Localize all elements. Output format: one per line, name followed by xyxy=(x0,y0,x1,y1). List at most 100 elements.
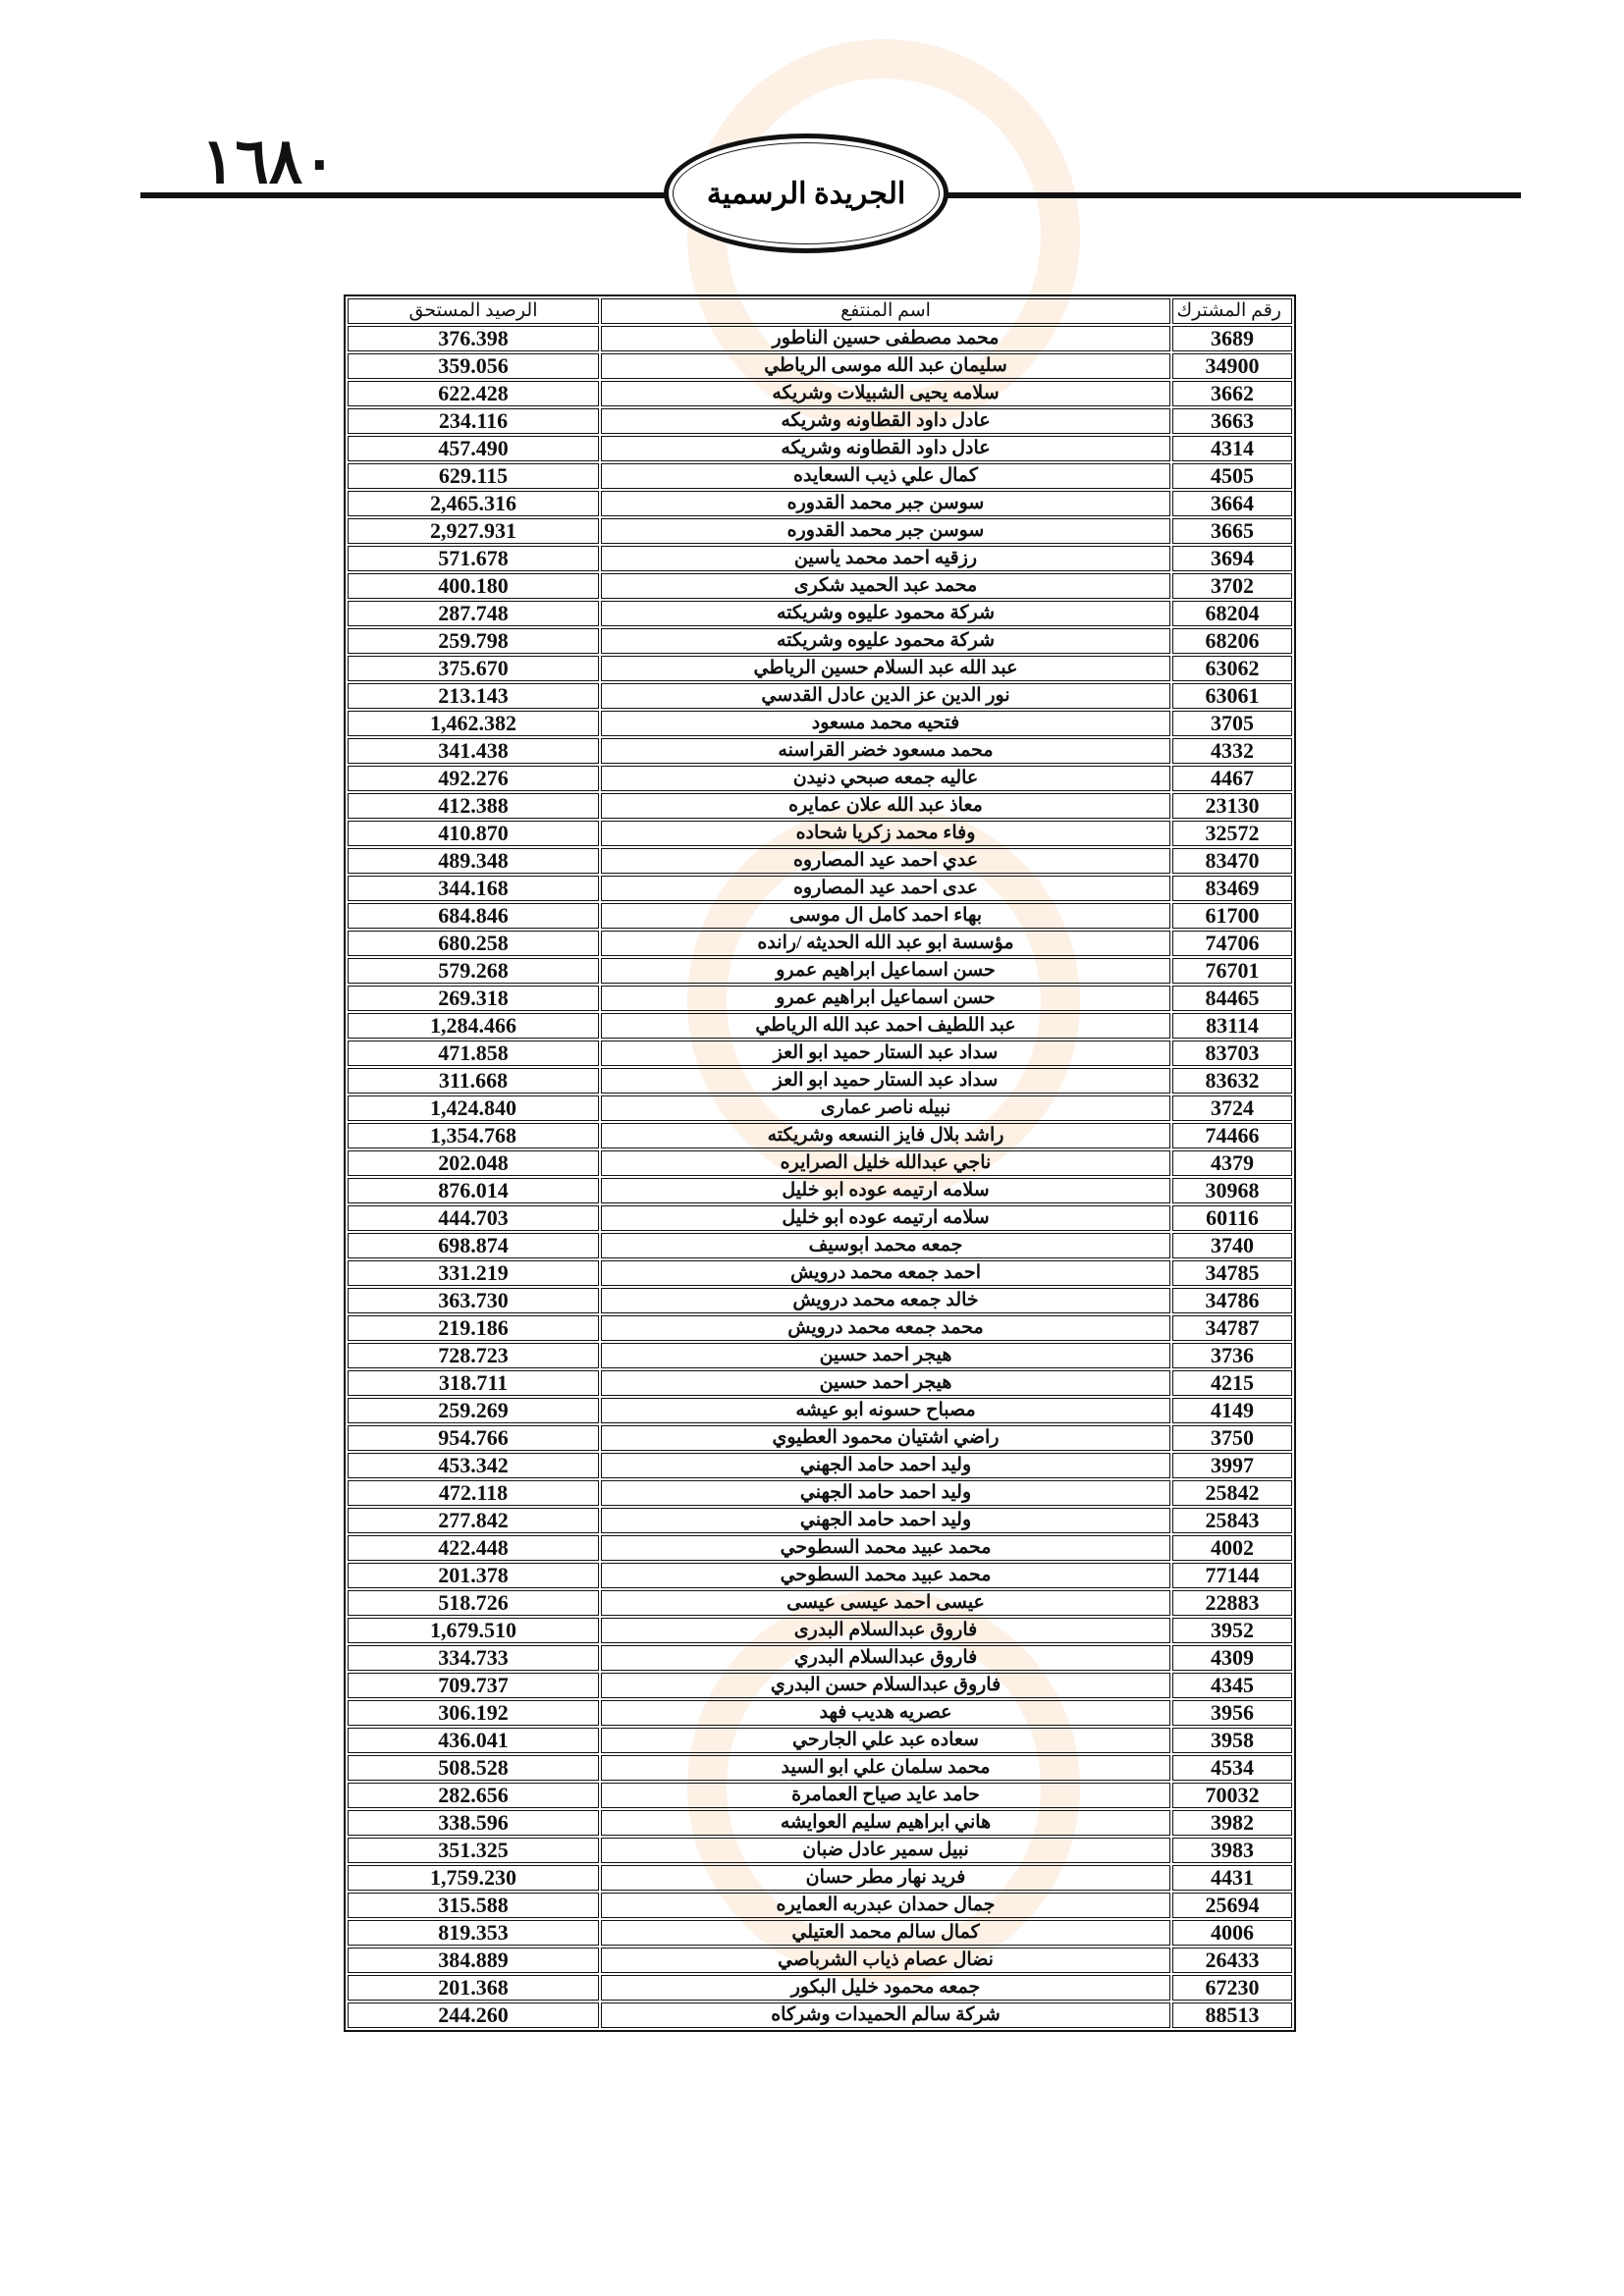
column-header-subscriber-number: رقم المشترك xyxy=(1172,298,1292,324)
subscriber-number-cell: 83114 xyxy=(1172,1013,1292,1039)
table-row: 60116 سلامه ارتيمه عوده ابو خليل 444.703 xyxy=(348,1205,1292,1231)
subscriber-number-cell: 25842 xyxy=(1172,1480,1292,1506)
subscriber-number-cell: 3736 xyxy=(1172,1343,1292,1368)
balance-due-cell: 244.260 xyxy=(348,2002,599,2028)
balance-due-cell: 363.730 xyxy=(348,1288,599,1313)
beneficiary-name-cell: عيسى احمد عيسى عيسى xyxy=(601,1590,1170,1616)
gazette-title: الجريدة الرسمية xyxy=(706,177,906,210)
balance-due-cell: 954.766 xyxy=(348,1425,599,1451)
subscriber-number-cell: 3956 xyxy=(1172,1700,1292,1726)
balance-due-cell: 489.348 xyxy=(348,848,599,874)
table-row: 34785 احمد جمعه محمد درويش 331.219 xyxy=(348,1260,1292,1286)
beneficiary-name-cell: عادل داود القطاونه وشريكه xyxy=(601,408,1170,434)
beneficiary-name-cell: عادل داود القطاونه وشريكه xyxy=(601,436,1170,461)
table-row: 4314 عادل داود القطاونه وشريكه 457.490 xyxy=(348,436,1292,461)
table-row: 4379 ناجي عبدالله خليل الصرايره 202.048 xyxy=(348,1150,1292,1176)
table-row: 34787 محمد جمعه محمد درويش 219.186 xyxy=(348,1315,1292,1341)
beneficiary-name-cell: فاروق عبدالسلام البدرى xyxy=(601,1618,1170,1643)
balance-due-cell: 259.798 xyxy=(348,628,599,654)
subscriber-number-cell: 3983 xyxy=(1172,1838,1292,1863)
balance-due-cell: 213.143 xyxy=(348,683,599,709)
table-row: 4534 محمد سلمان علي ابو السيد 508.528 xyxy=(348,1755,1292,1781)
table-row: 3952 فاروق عبدالسلام البدرى 1,679.510 xyxy=(348,1618,1292,1643)
table-row: 83703 سداد عبد الستار حميد ابو العز 471.85… xyxy=(348,1041,1292,1066)
table-row: 3702 محمد عبد الحميد شكرى 400.180 xyxy=(348,573,1292,599)
beneficiary-name-cell: عصريه هديب فهد xyxy=(601,1700,1170,1726)
table-row: 3705 فتحيه محمد مسعود 1,462.382 xyxy=(348,711,1292,736)
balance-due-cell: 1,424.840 xyxy=(348,1095,599,1121)
table-row: 4431 فريد نهار مطر حسان 1,759.230 xyxy=(348,1865,1292,1891)
subscriber-number-cell: 4467 xyxy=(1172,766,1292,791)
balance-due-cell: 201.368 xyxy=(348,1975,599,2001)
balance-due-cell: 492.276 xyxy=(348,766,599,791)
subscriber-number-cell: 32572 xyxy=(1172,821,1292,846)
table-header-row: رقم المشترك اسم المنتفع الرصيد المستحق xyxy=(348,298,1292,324)
beneficiary-name-cell: جمعه محمد ابوسيف xyxy=(601,1233,1170,1258)
beneficiary-name-cell: حسن اسماعيل ابراهيم عمرو xyxy=(601,986,1170,1011)
column-header-beneficiary-name: اسم المنتفع xyxy=(601,298,1170,324)
table-row: 32572 وفاء محمد زكريا شحاده 410.870 xyxy=(348,821,1292,846)
subscriber-number-cell: 74706 xyxy=(1172,931,1292,956)
balance-due-cell: 359.056 xyxy=(348,353,599,379)
balance-due-cell: 1,462.382 xyxy=(348,711,599,736)
balance-due-cell: 472.118 xyxy=(348,1480,599,1506)
balance-due-cell: 876.014 xyxy=(348,1178,599,1203)
table-row: 4332 محمد مسعود خضر القراسنه 341.438 xyxy=(348,738,1292,764)
balance-due-cell: 579.268 xyxy=(348,958,599,984)
subscriber-number-cell: 34786 xyxy=(1172,1288,1292,1313)
subscriber-number-cell: 4002 xyxy=(1172,1535,1292,1561)
gazette-title-oval: الجريدة الرسمية xyxy=(664,133,948,253)
beneficiary-name-cell: فاروق عبدالسلام حسن البدري xyxy=(601,1673,1170,1698)
subscriber-number-cell: 83469 xyxy=(1172,876,1292,901)
table-row: 83469 عدى احمد عيد المصاروه 344.168 xyxy=(348,876,1292,901)
table-row: 67230 جمعه محمود خليل البكور 201.368 xyxy=(348,1975,1292,2001)
table-row: 3982 هاني ابراهيم سليم العوايشه 338.596 xyxy=(348,1810,1292,1836)
beneficiary-name-cell: هيجر احمد حسين xyxy=(601,1343,1170,1368)
table-row: 4467 عاليه جمعه صبحي دنيدن 492.276 xyxy=(348,766,1292,791)
subscriber-number-cell: 76701 xyxy=(1172,958,1292,984)
balance-due-cell: 819.353 xyxy=(348,1920,599,1946)
balance-due-cell: 1,679.510 xyxy=(348,1618,599,1643)
subscriber-number-cell: 25694 xyxy=(1172,1893,1292,1918)
subscriber-number-cell: 3750 xyxy=(1172,1425,1292,1451)
beneficiary-name-cell: محمد مصطفى حسين الناطور xyxy=(601,326,1170,351)
subscriber-number-cell: 67230 xyxy=(1172,1975,1292,2001)
table-row: 3694 رزقيه احمد محمد ياسين 571.678 xyxy=(348,546,1292,571)
subscriber-number-cell: 3705 xyxy=(1172,711,1292,736)
balance-due-cell: 622.428 xyxy=(348,381,599,406)
balance-due-cell: 571.678 xyxy=(348,546,599,571)
beneficiary-name-cell: معاذ عبد الله علان عمايره xyxy=(601,793,1170,819)
page-number: ١٦٨٠ xyxy=(201,127,337,196)
beneficiary-name-cell: وليد احمد حامد الجهني xyxy=(601,1480,1170,1506)
table-row: 83470 عدي احمد عيد المصاروه 489.348 xyxy=(348,848,1292,874)
table-row: 4345 فاروق عبدالسلام حسن البدري 709.737 xyxy=(348,1673,1292,1698)
table-row: 3662 سلامه يحيى الشبيلات وشريكه 622.428 xyxy=(348,381,1292,406)
subscriber-number-cell: 4431 xyxy=(1172,1865,1292,1891)
balance-due-cell: 277.842 xyxy=(348,1508,599,1533)
subscriber-number-cell: 4379 xyxy=(1172,1150,1292,1176)
table-row: 70032 حامد عايد صياح العمامرة 282.656 xyxy=(348,1783,1292,1808)
balance-due-cell: 680.258 xyxy=(348,931,599,956)
table-row: 3689 محمد مصطفى حسين الناطور 376.398 xyxy=(348,326,1292,351)
beneficiary-name-cell: نضال عصام ذياب الشرباصي xyxy=(601,1948,1170,1973)
beneficiary-name-cell: حسن اسماعيل ابراهيم عمرو xyxy=(601,958,1170,984)
subscriber-number-cell: 4314 xyxy=(1172,436,1292,461)
column-header-balance-due: الرصيد المستحق xyxy=(348,298,599,324)
balance-due-cell: 444.703 xyxy=(348,1205,599,1231)
beneficiary-name-cell: بهاء احمد كامل ال موسى xyxy=(601,903,1170,929)
beneficiary-name-cell: راشد بلال فايز النسعه وشريكته xyxy=(601,1123,1170,1148)
balance-due-cell: 344.168 xyxy=(348,876,599,901)
beneficiary-name-cell: عبد الله عبد السلام حسين الرياطي xyxy=(601,656,1170,681)
table-row: 77144 محمد عبيد محمد السطوحي 201.378 xyxy=(348,1563,1292,1588)
balance-due-cell: 410.870 xyxy=(348,821,599,846)
balance-due-cell: 315.588 xyxy=(348,1893,599,1918)
subscriber-number-cell: 4149 xyxy=(1172,1398,1292,1423)
beneficiary-name-cell: شركة سالم الحميدات وشركاه xyxy=(601,2002,1170,2028)
beneficiary-name-cell: نور الدين عز الدين عادل القدسي xyxy=(601,683,1170,709)
beneficiary-name-cell: خالد جمعه محمد درويش xyxy=(601,1288,1170,1313)
subscriber-number-cell: 3702 xyxy=(1172,573,1292,599)
balance-due-cell: 629.115 xyxy=(348,463,599,489)
table-row: 25843 وليد احمد حامد الجهني 277.842 xyxy=(348,1508,1292,1533)
beneficiary-name-cell: عاليه جمعه صبحي دنيدن xyxy=(601,766,1170,791)
beneficiary-name-cell: مصباح حسونه ابو عيشه xyxy=(601,1398,1170,1423)
